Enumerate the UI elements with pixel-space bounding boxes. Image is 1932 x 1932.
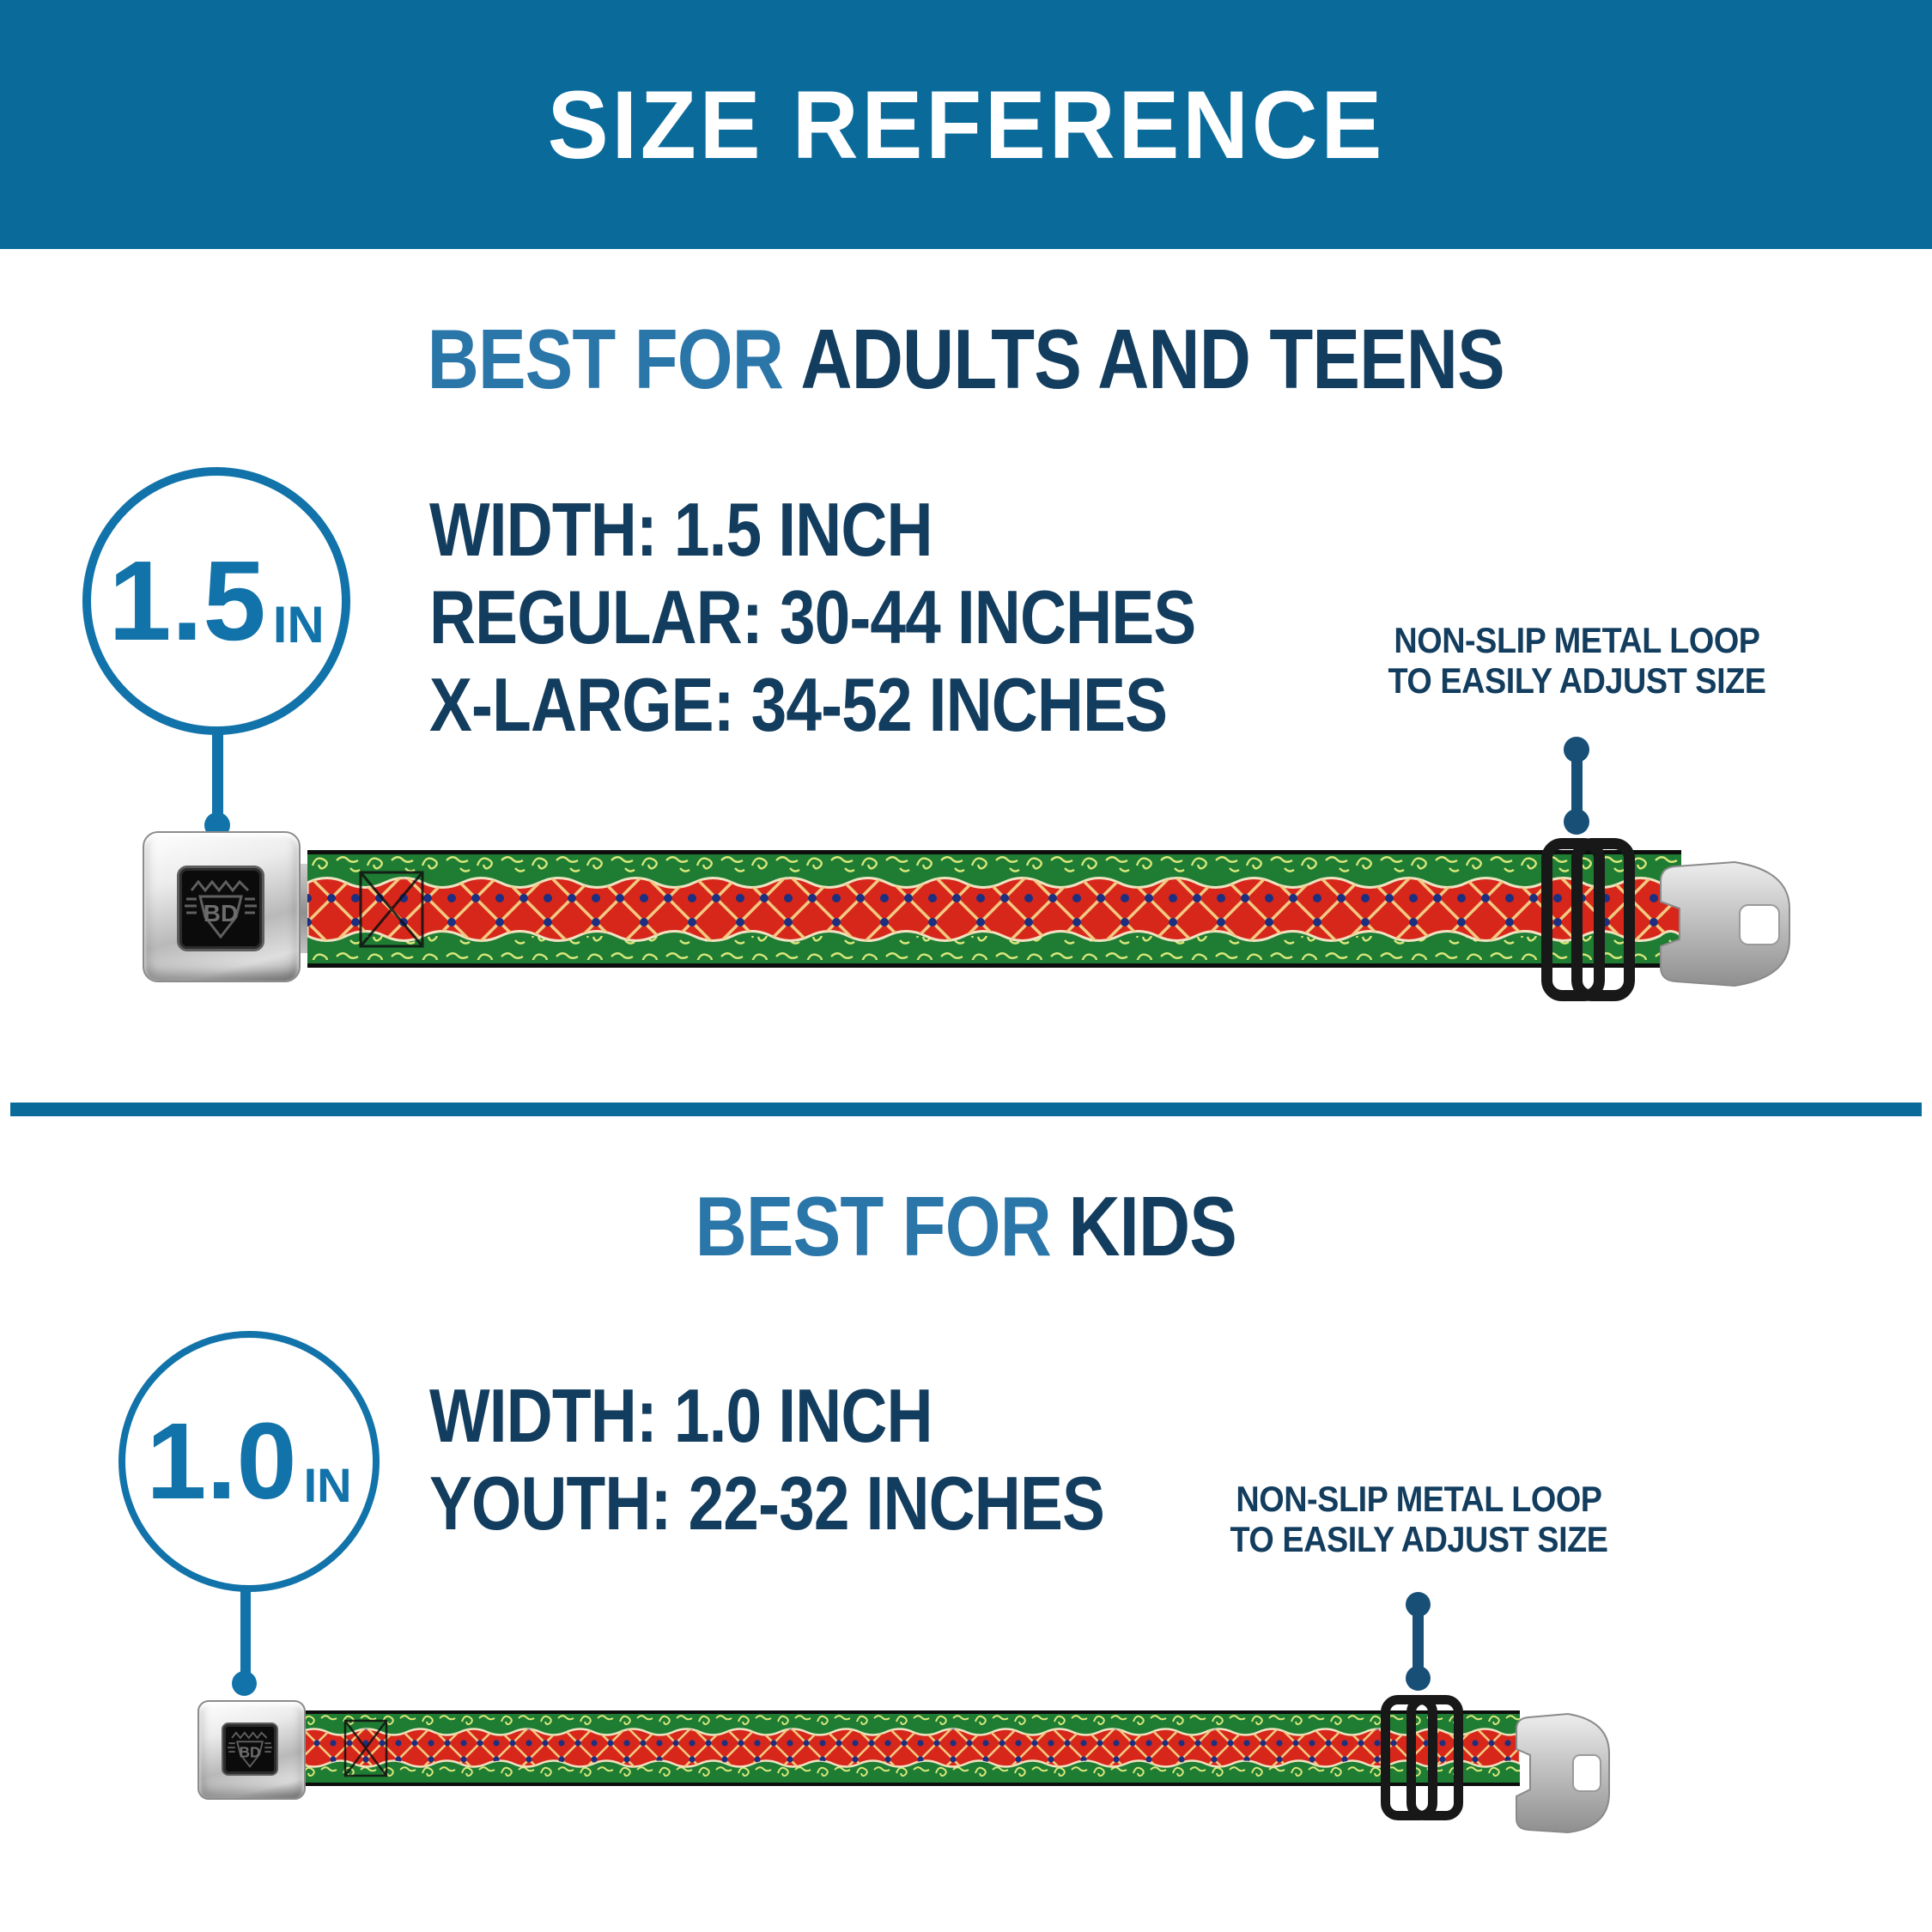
callout-line2: TO EASILY ADJUST SIZE [1229, 1519, 1608, 1559]
badge-pointer-line [212, 730, 223, 817]
bd-logo-icon: BD [228, 1731, 272, 1768]
header-banner: SIZE REFERENCE [0, 0, 1932, 249]
callout-line1: NON-SLIP METAL LOOP [1235, 1479, 1602, 1519]
heading-accent-text: BEST FOR [695, 1179, 1052, 1273]
badge-value: 1.0 [146, 1400, 297, 1522]
section-adults-heading: BEST FOR ADULTS AND TEENS [0, 311, 1932, 408]
callout-line2: TO EASILY ADJUST SIZE [1387, 660, 1766, 701]
width-badge-1-0in: 1.0 IN [118, 1331, 380, 1592]
callout-connector-dot [1406, 1666, 1431, 1691]
metal-loop-callout-kids: NON-SLIP METAL LOOP TO EASILY ADJUST SIZ… [1178, 1479, 1659, 1559]
tip-hole [1739, 904, 1780, 945]
callout-connector-dot [1564, 809, 1589, 835]
belt-webbing-adults [307, 850, 1681, 968]
belt-metal-tip-kids [1516, 1712, 1610, 1834]
section-divider [10, 1103, 1922, 1116]
spec-line: WIDTH: 1.0 INCH [429, 1373, 933, 1458]
callout-connector-line [1571, 749, 1583, 823]
badge-unit: IN [272, 596, 325, 653]
spec-line: REGULAR: 30-44 INCHES [429, 574, 1196, 659]
metal-adjuster-loop [1406, 1695, 1463, 1820]
spec-line: WIDTH: 1.5 INCH [429, 487, 933, 572]
callout-connector-line [1413, 1604, 1424, 1674]
belt-webbing-kids [301, 1710, 1520, 1786]
badge-pointer-line [240, 1590, 251, 1676]
spec-line: YOUTH: 22-32 INCHES [429, 1461, 1105, 1546]
bd-logo-icon: BD [185, 879, 257, 939]
width-badge-1-5in: 1.5 IN [82, 467, 350, 735]
metal-adjuster-loop [1571, 838, 1635, 1001]
badge-value: 1.5 [108, 538, 266, 664]
belt-metal-tip-adults [1660, 860, 1790, 987]
heading-main-text: KIDS [1068, 1179, 1237, 1273]
spec-list-kids: WIDTH: 1.0 INCH YOUTH: 22-32 INCHES [429, 1372, 1105, 1547]
heading-accent-text: BEST FOR [427, 312, 784, 406]
tip-hole [1572, 1754, 1601, 1792]
callout-line1: NON-SLIP METAL LOOP [1393, 620, 1760, 660]
stitch-box [343, 1719, 388, 1777]
metal-adjuster-loop [1381, 1695, 1437, 1820]
badge-unit: IN [303, 1458, 352, 1512]
buckle-logo-screen: BD [177, 866, 264, 951]
spec-list-adults: WIDTH: 1.5 INCH REGULAR: 30-44 INCHES X-… [429, 486, 1196, 749]
metal-loop-callout-adults: NON-SLIP METAL LOOP TO EASILY ADJUST SIZ… [1336, 620, 1817, 701]
spec-line: X-LARGE: 34-52 INCHES [429, 662, 1168, 747]
bd-logo-text: BD [204, 900, 238, 927]
bd-logo-text: BD [240, 1743, 261, 1760]
heading-main-text: ADULTS AND TEENS [800, 312, 1505, 406]
section-kids-heading: BEST FOR KIDS [0, 1178, 1932, 1275]
page-title: SIZE REFERENCE [547, 70, 1385, 179]
stitch-box [359, 871, 424, 948]
badge-pointer-dot [232, 1671, 257, 1696]
buckle-logo-screen: BD [222, 1722, 278, 1776]
